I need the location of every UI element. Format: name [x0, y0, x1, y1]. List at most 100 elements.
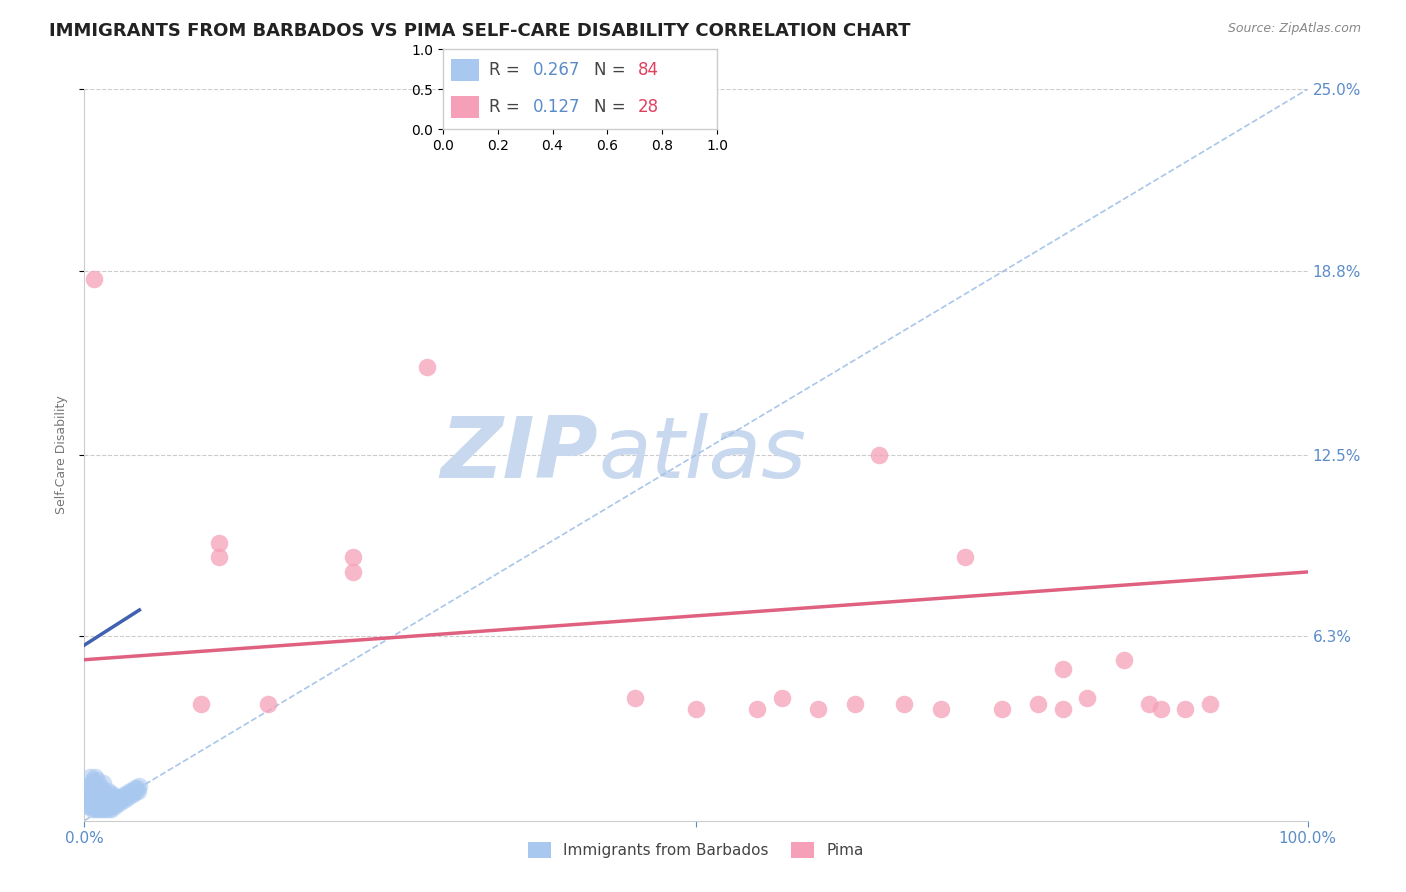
Point: [98, 787, 121, 801]
Point: [125, 784, 148, 798]
Point: [80, 796, 103, 810]
Point: [208, 550, 231, 565]
Point: [342, 565, 364, 579]
Point: [991, 702, 1014, 716]
Point: [97, 784, 120, 798]
Point: [127, 784, 149, 798]
Point: [80, 775, 103, 789]
Point: [77, 799, 100, 814]
Point: [83, 787, 105, 801]
Point: [893, 697, 915, 711]
Point: [91, 775, 114, 789]
Point: [120, 787, 142, 801]
Point: [929, 702, 952, 716]
Point: [82, 799, 104, 814]
Point: [190, 697, 212, 711]
Point: [86, 772, 108, 787]
Point: [79, 793, 101, 807]
Point: [953, 550, 976, 565]
Point: [80, 802, 103, 816]
Point: [105, 796, 128, 810]
Point: [844, 697, 866, 711]
Point: [90, 781, 112, 796]
Point: [416, 360, 439, 375]
Point: [80, 787, 103, 801]
Point: [86, 796, 108, 810]
Point: [114, 787, 136, 801]
Point: [93, 802, 115, 816]
Text: Source: ZipAtlas.com: Source: ZipAtlas.com: [1227, 22, 1361, 36]
Point: [110, 793, 132, 807]
Point: [96, 790, 118, 805]
Point: [103, 796, 125, 810]
Text: R =: R =: [489, 61, 526, 78]
Point: [1174, 702, 1197, 716]
Point: [128, 779, 150, 793]
Point: [84, 799, 107, 814]
Point: [87, 784, 110, 798]
Point: [117, 790, 139, 805]
Point: [1137, 697, 1160, 711]
Point: [115, 790, 138, 805]
Point: [208, 535, 231, 549]
Point: [94, 787, 117, 801]
Point: [79, 799, 101, 814]
Point: [82, 772, 104, 787]
Point: [124, 781, 146, 796]
Point: [84, 784, 107, 798]
Point: [97, 793, 120, 807]
Point: [747, 702, 769, 716]
Point: [1198, 697, 1220, 711]
Point: [77, 790, 100, 805]
Text: ZIP: ZIP: [440, 413, 598, 497]
Point: [100, 790, 122, 805]
Point: [122, 787, 145, 801]
Point: [257, 697, 280, 711]
Point: [97, 802, 120, 816]
Point: [111, 790, 134, 805]
Y-axis label: Self-Care Disability: Self-Care Disability: [55, 395, 69, 515]
Point: [100, 802, 122, 816]
Point: [104, 790, 127, 805]
Point: [125, 781, 148, 796]
Point: [86, 787, 108, 801]
Text: N =: N =: [593, 98, 630, 116]
Text: 0.267: 0.267: [533, 61, 581, 78]
Point: [869, 448, 891, 462]
Point: [83, 796, 105, 810]
Point: [104, 799, 127, 814]
Point: [685, 702, 707, 716]
Text: 28: 28: [637, 98, 658, 116]
Point: [83, 272, 105, 286]
Point: [83, 775, 105, 789]
Point: [97, 799, 120, 814]
Point: [89, 790, 111, 805]
Point: [87, 802, 110, 816]
Point: [1114, 653, 1136, 667]
Point: [101, 787, 124, 801]
Point: [89, 779, 111, 793]
Point: [76, 790, 98, 805]
Point: [105, 793, 128, 807]
Point: [79, 770, 101, 784]
Bar: [451, 95, 478, 118]
Text: 0.127: 0.127: [533, 98, 581, 116]
Bar: [451, 59, 478, 81]
Point: [83, 802, 105, 816]
Point: [87, 793, 110, 807]
Point: [82, 793, 104, 807]
Point: [121, 784, 143, 798]
Point: [112, 793, 135, 807]
Point: [107, 796, 129, 810]
Point: [1052, 702, 1074, 716]
Point: [91, 790, 114, 805]
Text: IMMIGRANTS FROM BARBADOS VS PIMA SELF-CARE DISABILITY CORRELATION CHART: IMMIGRANTS FROM BARBADOS VS PIMA SELF-CA…: [49, 22, 911, 40]
Point: [77, 796, 100, 810]
Point: [90, 793, 112, 807]
Text: R =: R =: [489, 98, 526, 116]
Point: [118, 784, 141, 798]
Point: [82, 784, 104, 798]
Point: [77, 779, 100, 793]
Text: atlas: atlas: [598, 413, 806, 497]
Point: [1052, 661, 1074, 675]
